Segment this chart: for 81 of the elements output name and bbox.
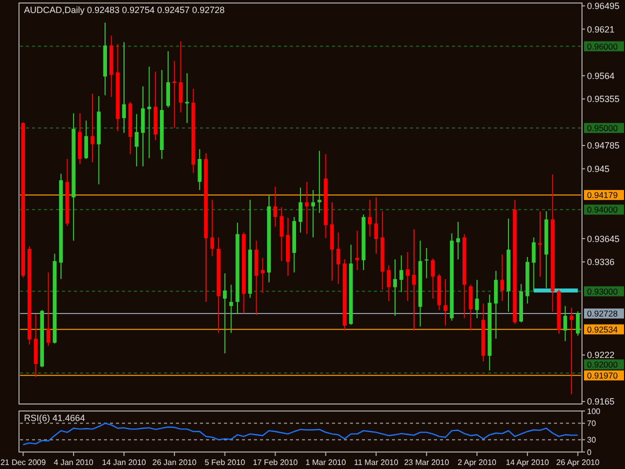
x-tick-label: 21 Dec 2009 [0, 458, 46, 467]
y-tick-label: 0.93645 [587, 234, 620, 244]
candlestick [532, 236, 536, 292]
ref-line-label: 0.91970 [587, 370, 618, 380]
candlestick [178, 40, 183, 113]
y-tick-label: 0.9621 [587, 24, 615, 34]
candlestick [576, 310, 580, 336]
candlestick [122, 42, 126, 134]
candlestick [368, 199, 372, 238]
ref-line-label: 0.92728 [587, 308, 618, 318]
y-tick-label: 0.9336 [587, 257, 615, 268]
x-tick-label: 17 Feb 2010 [252, 458, 298, 467]
candlestick [166, 50, 170, 108]
x-tick-label: 1 Mar 2010 [305, 458, 346, 467]
candlestick [456, 221, 460, 260]
y-tick-label: 0.9564 [587, 70, 615, 81]
chart-title: RSI(6) 41.4664 [24, 413, 86, 423]
candlestick [298, 187, 302, 233]
candlestick [46, 272, 50, 347]
candlestick [424, 248, 428, 279]
candlestick [90, 93, 94, 163]
candlestick [229, 284, 234, 334]
x-tick-label: 26 Apr 2010 [556, 458, 600, 467]
candlestick [374, 196, 378, 254]
y-tick-label: 0 [587, 448, 592, 457]
y-tick-label: 30 [587, 436, 596, 444]
candlestick [406, 252, 410, 302]
x-tick-label: 14 Jan 2010 [102, 458, 147, 467]
candlestick [311, 190, 315, 238]
candlestick [147, 66, 152, 159]
candlestick [494, 270, 498, 340]
candlestick [412, 228, 416, 331]
ref-line-label: 0.92534 [587, 324, 618, 334]
candlestick [304, 181, 309, 235]
candlestick [475, 279, 479, 319]
candlestick [468, 284, 473, 331]
ref-line-label: 0.94179 [587, 190, 618, 200]
y-tick-label: 0.9165 [587, 396, 615, 407]
chart-title: AUDCAD,Daily 0.92483 0.92754 0.92457 0.92728 [24, 5, 225, 15]
x-tick-label: 11 Mar 2010 [354, 458, 399, 467]
candlestick [185, 72, 189, 124]
candlestick [430, 258, 435, 300]
y-tick-label: 0.96495 [587, 1, 620, 12]
candlestick [563, 305, 568, 342]
x-tick-label: 2 Apr 2010 [458, 458, 497, 467]
candlestick [570, 307, 574, 395]
candlestick [336, 232, 340, 284]
ref-line-label: 0.94000 [587, 204, 618, 215]
candlestick [538, 210, 542, 278]
candlestick [355, 230, 360, 271]
candlestick [273, 186, 278, 228]
y-tick-label: 0.9222 [587, 350, 615, 360]
y-tick-label: 0.95355 [587, 94, 620, 104]
candlestick [386, 264, 391, 302]
x-tick-label: 5 Feb 2010 [204, 458, 246, 467]
ref-line-label: 0.96000 [587, 41, 618, 52]
candlestick [393, 258, 397, 316]
candlestick [210, 199, 214, 257]
candlestick [444, 278, 448, 326]
y-tick-label: 100 [587, 406, 601, 416]
candlestick [500, 254, 504, 302]
candlestick [399, 254, 404, 293]
x-tick-label: 23 Mar 2010 [404, 458, 450, 467]
candlestick [134, 114, 139, 167]
x-tick-label: 14 Apr 2010 [506, 458, 550, 467]
candlestick [260, 257, 265, 294]
candlestick [198, 148, 202, 191]
ref-line-label: 0.92000 [587, 359, 618, 370]
ref-line-label: 0.95000 [587, 122, 618, 133]
candlestick [84, 120, 88, 160]
candlestick [222, 272, 227, 354]
candlestick [280, 206, 284, 262]
ref-line-label: 0.93000 [587, 286, 618, 296]
candlestick [318, 150, 322, 214]
candlestick [172, 60, 176, 128]
y-tick-label: 0.945 [587, 164, 610, 174]
x-tick-label: 26 Jan 2010 [152, 458, 197, 467]
x-tick-label: 4 Jan 2010 [54, 458, 94, 467]
line-series [22, 422, 578, 446]
y-tick-label: 70 [587, 419, 596, 428]
y-tick-label: 0.94785 [587, 140, 620, 151]
